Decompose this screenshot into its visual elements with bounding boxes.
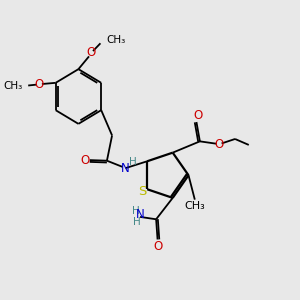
Text: CH₃: CH₃	[106, 35, 126, 45]
Text: H: H	[134, 217, 141, 227]
Text: S: S	[138, 185, 146, 198]
Text: N: N	[136, 208, 145, 221]
Text: CH₃: CH₃	[185, 201, 206, 211]
Text: N: N	[121, 162, 130, 175]
Text: H: H	[129, 157, 136, 167]
Text: O: O	[87, 46, 96, 59]
Text: O: O	[34, 78, 44, 91]
Text: H: H	[132, 206, 140, 216]
Text: O: O	[215, 138, 224, 151]
Text: O: O	[81, 154, 90, 166]
Text: CH₃: CH₃	[3, 81, 22, 91]
Text: O: O	[193, 109, 202, 122]
Text: O: O	[154, 239, 163, 253]
